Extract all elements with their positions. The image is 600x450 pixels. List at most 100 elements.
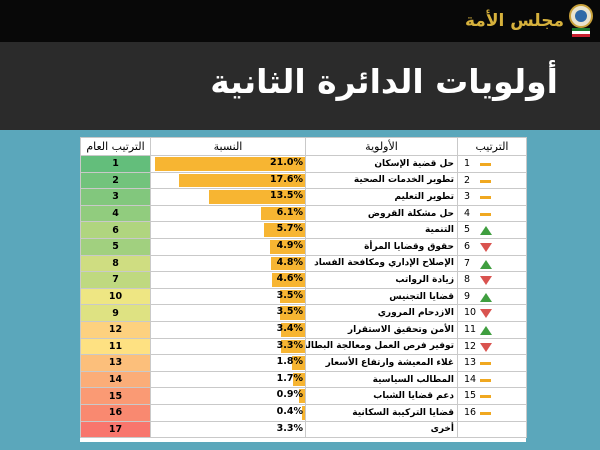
order-number: 15	[464, 390, 477, 402]
order-cell: 9	[457, 287, 527, 306]
percent-label: 3.4%	[276, 322, 303, 334]
priority-cell: غلاء المعيشة وارتفاع الأسعار	[305, 354, 458, 372]
trend-down-icon	[480, 309, 492, 319]
top-bar: مجلس الأمة	[0, 0, 600, 42]
overall-rank-cell: 16	[80, 403, 151, 422]
order-cell: 2	[457, 171, 527, 190]
overall-rank-cell: 12	[80, 320, 151, 339]
col-header-overall-rank: الترتيب العام	[80, 137, 151, 156]
title-band: أولويات الدائرة الثانية	[0, 42, 600, 130]
percent-label: 3.5%	[276, 289, 303, 301]
table-row: 9 3.5% الازدحام المروري 10	[80, 304, 527, 322]
priority-cell: الإصلاح الإداري ومكافحة الفساد	[305, 254, 458, 273]
order-cell: 12	[457, 337, 527, 356]
percent-bar	[292, 356, 305, 370]
trend-down-icon	[480, 242, 492, 252]
overall-rank-cell: 9	[80, 304, 151, 322]
order-cell: 3	[457, 188, 527, 206]
overall-rank-cell: 13	[80, 354, 151, 372]
brand-name: مجلس الأمة	[465, 11, 564, 31]
order-number: 8	[464, 274, 471, 286]
order-number: 2	[464, 174, 471, 186]
table-header-row: الترتيب العام النسبة الأولوية الترتيب	[80, 137, 527, 156]
percent-bar	[270, 239, 305, 254]
table-row: 5 4.9% حقوق وقضايا المرأة 6	[80, 237, 527, 256]
trend-flat-icon	[480, 395, 491, 399]
percent-cell: 4.8%	[150, 254, 306, 273]
table-row: 8 4.8% الإصلاح الإداري ومكافحة الفساد 7	[80, 254, 527, 273]
percent-cell: 5.7%	[150, 221, 306, 239]
percent-bar	[270, 256, 305, 271]
percent-cell: 3.5%	[150, 304, 306, 322]
trend-up-icon	[480, 325, 492, 335]
order-cell: 1	[457, 155, 527, 173]
percent-bar	[280, 306, 305, 320]
overall-rank-cell: 1	[80, 155, 151, 173]
order-cell: 4	[457, 204, 527, 223]
overall-rank-cell: 17	[80, 420, 151, 439]
order-number: 11	[464, 323, 477, 335]
priority-cell: أخرى	[305, 420, 458, 439]
overall-rank-cell: 2	[80, 171, 151, 190]
trend-flat-icon	[480, 179, 491, 183]
overall-rank-cell: 8	[80, 254, 151, 273]
percent-bar	[292, 372, 305, 387]
order-cell: 16	[457, 403, 527, 422]
priority-cell: حقوق وقضايا المرأة	[305, 237, 458, 256]
percent-label: 21.0%	[270, 157, 303, 168]
priority-cell: الازدحام المروري	[305, 304, 458, 322]
percent-cell: 0.4%	[150, 403, 306, 422]
order-number: 12	[464, 340, 477, 352]
table-row: 13 1.8% غلاء المعيشة وارتفاع الأسعار 13	[80, 354, 527, 372]
overall-rank-cell: 11	[80, 337, 151, 356]
percent-cell: 17.6%	[150, 171, 306, 190]
trend-up-icon	[480, 292, 492, 302]
table-row: 1 21.0% حل قضية الإسكان 1	[80, 155, 527, 173]
overall-rank-cell: 10	[80, 287, 151, 306]
percent-cell: 1.8%	[150, 354, 306, 372]
overall-rank-cell: 4	[80, 204, 151, 223]
col-header-order: الترتيب	[457, 137, 527, 156]
order-cell: 6	[457, 237, 527, 256]
overall-rank-cell: 6	[80, 221, 151, 239]
percent-cell: 4.6%	[150, 271, 306, 289]
table-row: 14 1.7% المطالب السياسية 14	[80, 370, 527, 389]
table-row: 2 17.6% تطوير الخدمات الصحية 2	[80, 171, 527, 190]
percent-cell: 3.5%	[150, 287, 306, 306]
order-cell: 7	[457, 254, 527, 273]
table-row: 16 0.4% قضايا التركيبة السكانية 16	[80, 403, 527, 422]
order-cell	[457, 420, 527, 439]
priority-cell: زيادة الرواتب	[305, 271, 458, 289]
trend-up-icon	[480, 259, 492, 269]
col-header-percent: النسبة	[150, 137, 306, 156]
percent-label: 1.8%	[276, 356, 303, 368]
percent-label: 6.1%	[276, 206, 303, 218]
percent-bar	[179, 173, 305, 188]
percent-bar	[302, 405, 305, 420]
table-row: 15 0.9% دعم قضايا الشباب 15	[80, 387, 527, 405]
order-number: 4	[464, 207, 471, 219]
table-row: 6 5.7% التنمية 5	[80, 221, 527, 239]
emblem-icon	[569, 4, 593, 37]
order-number: 14	[464, 373, 477, 385]
percent-cell: 13.5%	[150, 188, 306, 206]
priority-cell: حل قضية الإسكان	[305, 155, 458, 173]
overall-rank-cell: 5	[80, 237, 151, 256]
trend-flat-icon	[480, 196, 491, 200]
priority-cell: التنمية	[305, 221, 458, 239]
table-row: 4 6.1% حل مشكلة القروض 4	[80, 204, 527, 223]
order-number: 3	[464, 191, 471, 203]
order-number: 7	[464, 257, 471, 269]
priority-cell: تطوير الخدمات الصحية	[305, 171, 458, 190]
table-row: 7 4.6% زيادة الرواتب 8	[80, 271, 527, 289]
percent-bar	[280, 289, 305, 304]
percent-label: 3.3%	[276, 422, 303, 434]
trend-flat-icon	[480, 212, 491, 216]
order-number: 6	[464, 240, 471, 252]
percent-label: 0.9%	[276, 389, 303, 401]
slide-title: أولويات الدائرة الثانية	[210, 62, 558, 101]
overall-rank-cell: 3	[80, 188, 151, 206]
percent-cell: 0.9%	[150, 387, 306, 405]
percent-cell: 3.3%	[150, 337, 306, 356]
